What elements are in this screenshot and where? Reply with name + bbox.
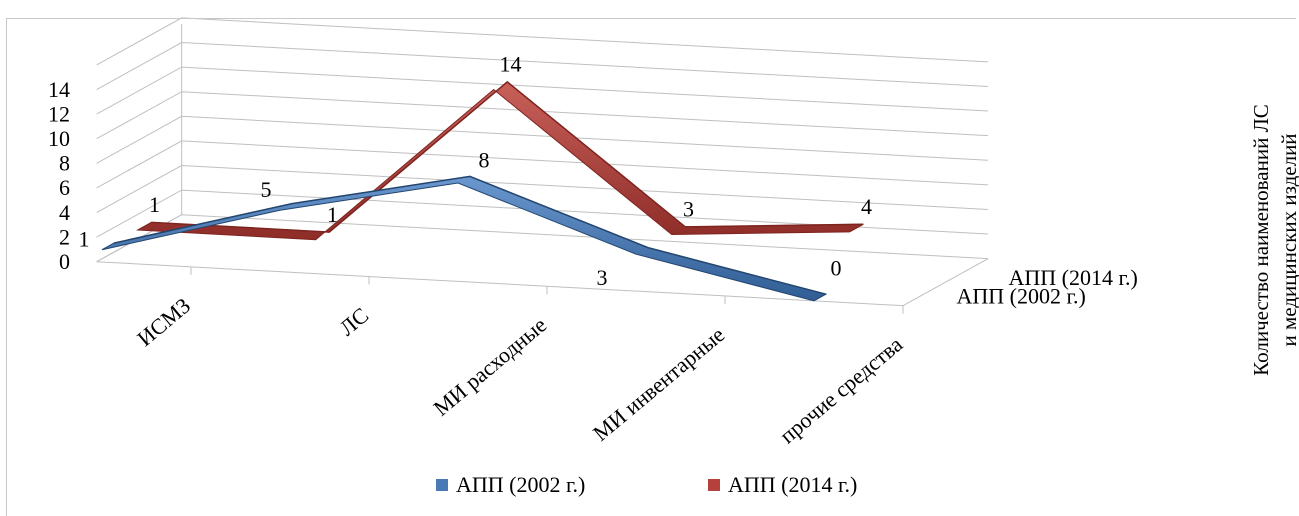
- category-label: ЛС: [334, 302, 373, 340]
- y-tick-label: 8: [59, 151, 70, 176]
- y-tick-label: 0: [59, 249, 70, 274]
- series-ribbon-2002-rim: [113, 175, 827, 295]
- legend-swatch: [708, 479, 720, 491]
- y-tick-label: 12: [48, 101, 70, 126]
- gridline: [96, 66, 989, 115]
- data-label-2014: 14: [500, 52, 522, 77]
- z-axis-title-line2: и медицинских изделий: [1277, 133, 1299, 346]
- legend-label: АПП (2002 г.): [456, 472, 585, 497]
- category-label: МИ расходные: [428, 312, 551, 421]
- floor-front-edge: [96, 261, 904, 307]
- category-label: МИ инвентарные: [588, 322, 729, 446]
- data-label-2002: 5: [260, 177, 271, 202]
- data-label-2014: 4: [861, 194, 872, 219]
- gridline: [96, 214, 989, 263]
- data-label-2002: 1: [78, 226, 89, 251]
- data-label-2014: 1: [327, 202, 338, 227]
- gridline: [96, 140, 989, 189]
- category-label: ИСМЗ: [132, 293, 195, 351]
- data-label-2002: 0: [830, 256, 841, 281]
- legend-label: АПП (2014 г.): [728, 472, 857, 497]
- series-layer: [101, 80, 864, 302]
- chart-frame-top: [6, 18, 1296, 19]
- z-axis-title-line1: Количество наименований ЛС: [1249, 104, 1273, 376]
- gridline: [96, 17, 989, 66]
- legend-swatch: [436, 479, 448, 491]
- y-tick-label: 2: [59, 224, 70, 249]
- y-tick-label: 4: [59, 200, 70, 225]
- y-tick-label: 14: [48, 77, 70, 102]
- gridline: [96, 42, 989, 90]
- depth-axis-edge: [902, 258, 989, 307]
- series-ribbon-2014-rim: [151, 80, 864, 233]
- depth-axis-label: АПП (2014 г.): [1009, 265, 1138, 290]
- data-label-2002: 8: [478, 148, 489, 173]
- axis-layer: [96, 24, 989, 314]
- chart-frame-left: [6, 18, 7, 516]
- data-label-2014: 1: [149, 192, 160, 217]
- data-label-2002: 3: [596, 265, 607, 290]
- depth-axis-label: АПП (2002 г.): [957, 284, 1086, 309]
- data-label-2014: 3: [683, 197, 694, 222]
- category-label: прочие средства: [775, 331, 908, 448]
- y-tick-label: 6: [59, 175, 70, 200]
- y-tick-label: 10: [48, 126, 70, 151]
